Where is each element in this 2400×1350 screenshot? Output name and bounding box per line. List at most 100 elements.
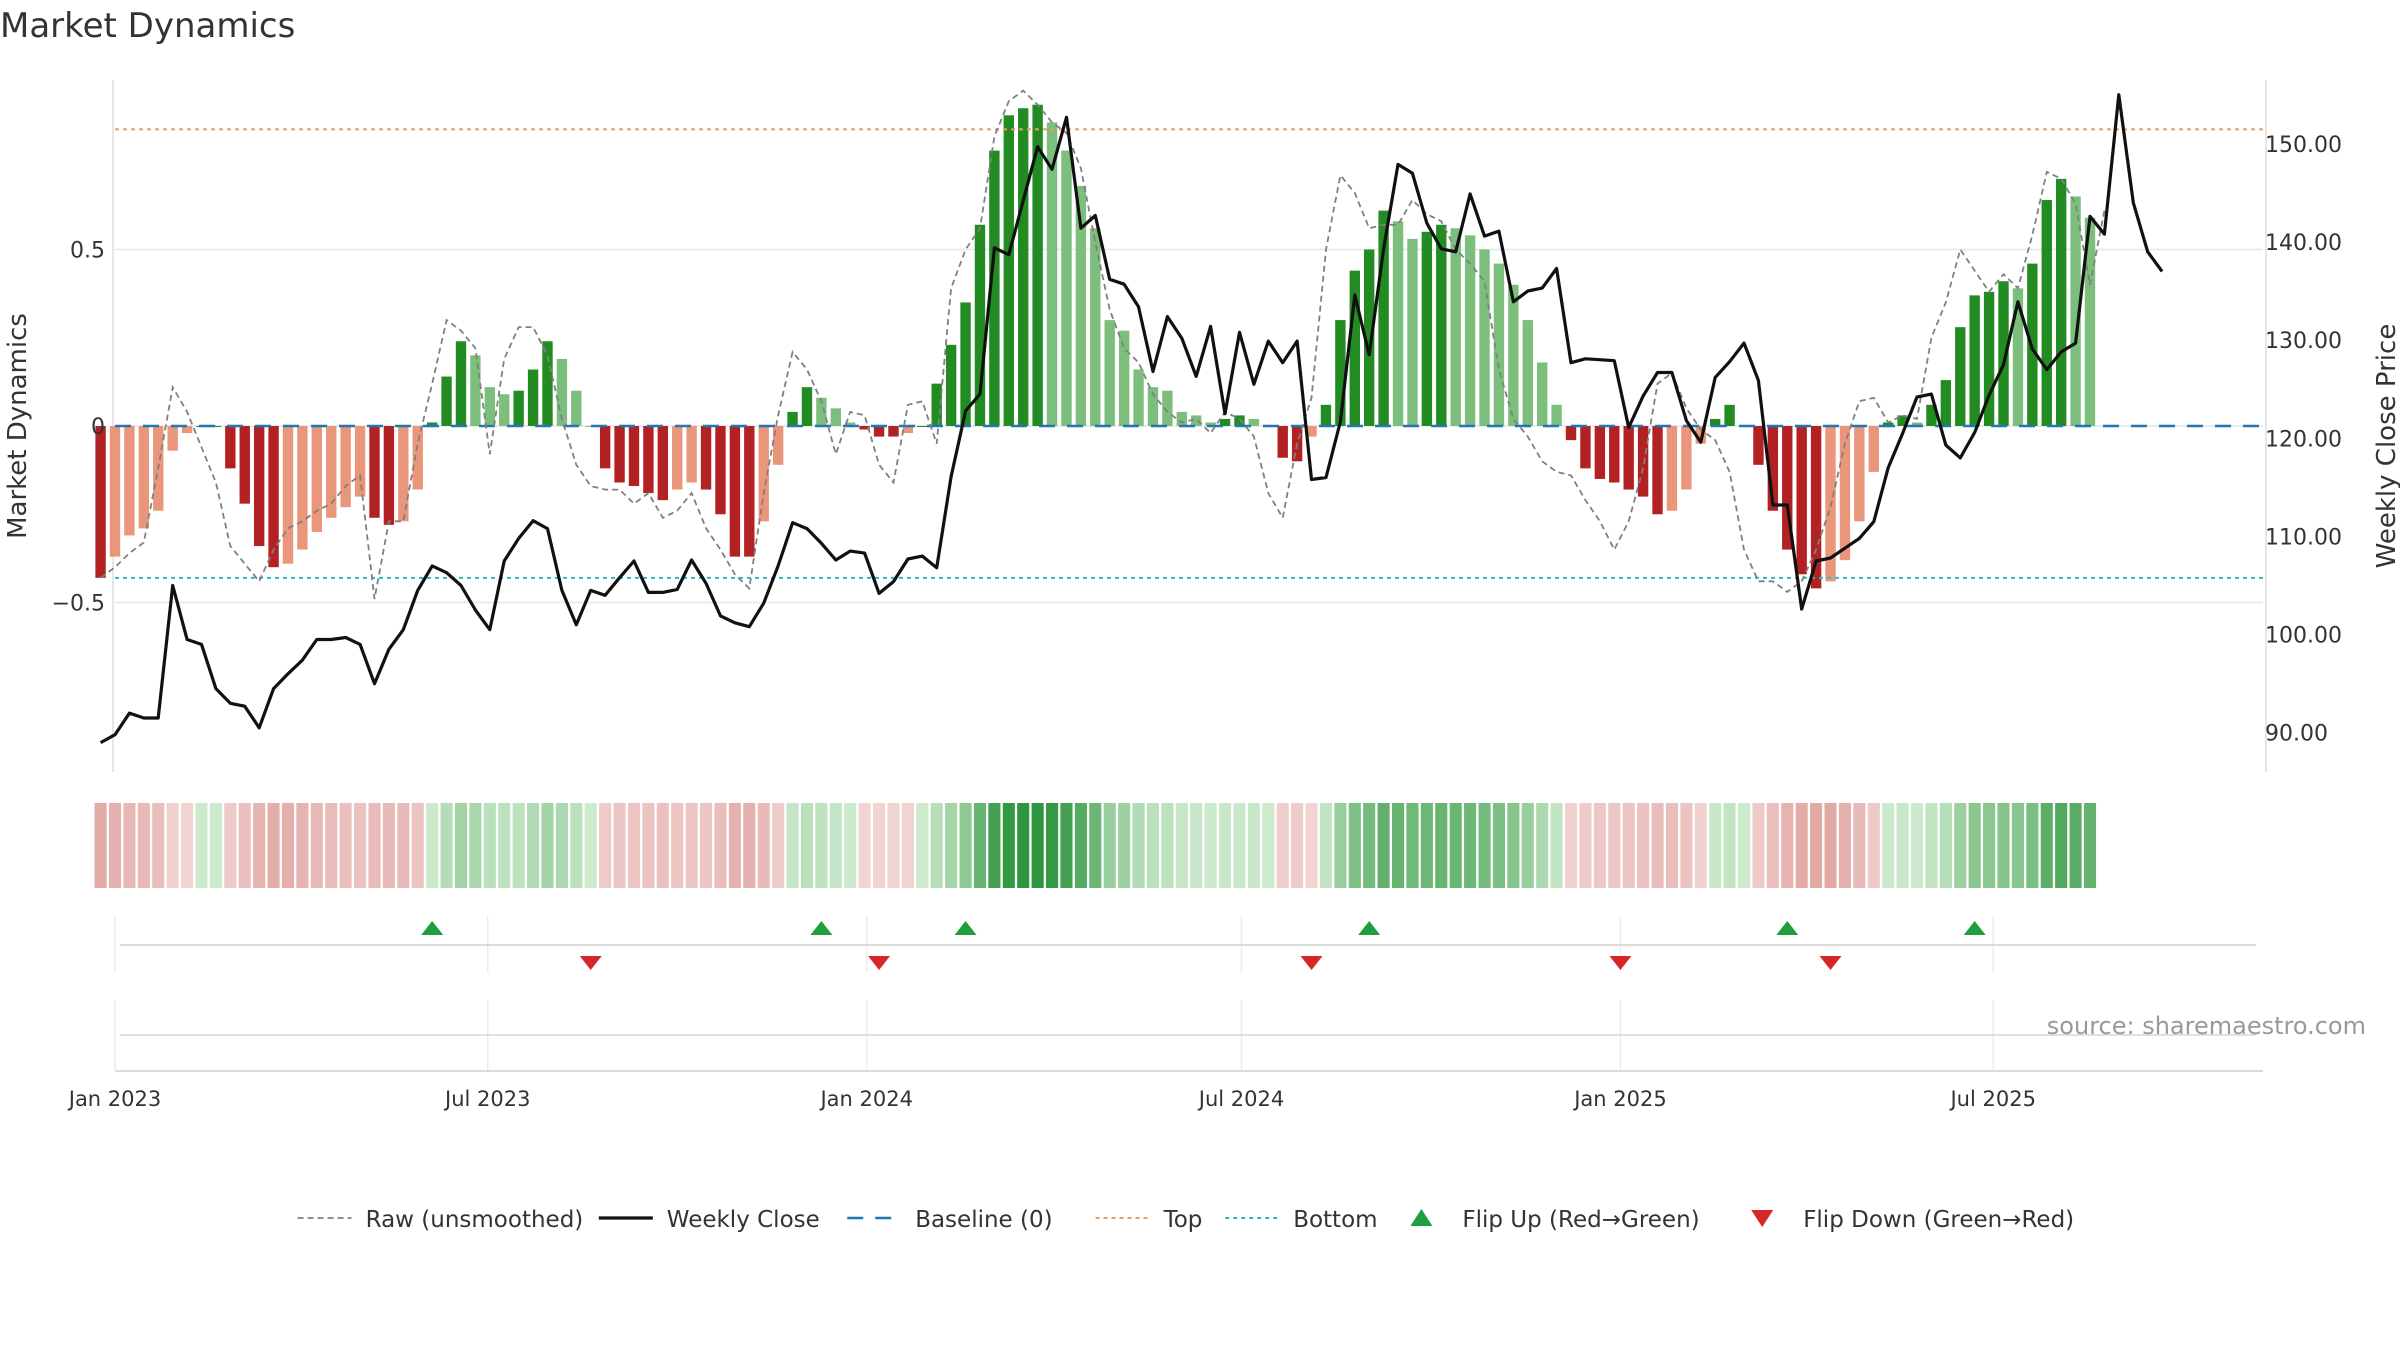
dynamics-bar [830, 408, 841, 426]
dynamics-bar [1306, 426, 1317, 437]
heat-cell [1810, 803, 1823, 888]
heat-cell [1954, 803, 1967, 888]
heat-cell [1291, 803, 1304, 888]
dynamics-bar [2084, 217, 2096, 426]
dynamics-bar [1637, 426, 1649, 497]
dynamics-bar [1090, 228, 1101, 426]
heat-cell [1925, 803, 1938, 888]
heat-cell [1276, 803, 1289, 888]
flip-down-marker [868, 956, 891, 970]
heat-cell [1161, 803, 1174, 888]
heat-cell [382, 803, 395, 888]
heat-cell [1391, 803, 1405, 888]
heat-cell [1752, 803, 1765, 888]
dynamics-bar [1594, 426, 1606, 479]
heat-cell [800, 803, 814, 888]
heat-cell [1103, 803, 1116, 888]
dynamics-bar [1176, 411, 1187, 426]
legend-label: Top [1163, 1207, 1203, 1233]
dynamics-bar [1205, 422, 1216, 426]
heat-cell [627, 803, 641, 888]
dynamics-bar [729, 426, 741, 557]
heat-cell [166, 803, 179, 888]
dynamics-bar [1018, 108, 1029, 426]
legend-flip-up-swatch [1410, 1209, 1433, 1226]
dynamics-bar [1378, 210, 1389, 426]
heat-cell [1435, 803, 1448, 888]
dynamics-bar [801, 387, 813, 426]
dynamics-bar [1868, 426, 1879, 472]
heat-cell [671, 803, 684, 888]
dynamics-bar [657, 426, 669, 501]
dynamics-bar [297, 426, 308, 550]
dynamics-bar [628, 426, 640, 487]
dynamics-bar [210, 426, 222, 427]
heat-cell [1118, 803, 1131, 888]
heat-cell [714, 803, 727, 888]
dynamics-bar [1522, 320, 1533, 426]
heat-cell [988, 803, 1001, 888]
dynamics-bar [340, 426, 351, 508]
y-axis-label: Market Dynamics [3, 313, 33, 539]
x-tick-label: Jan 2025 [1572, 1087, 1667, 1111]
dynamics-bar [1118, 330, 1130, 426]
dynamics-bar [1191, 415, 1202, 426]
heat-cell [700, 803, 713, 888]
heat-cell [945, 803, 958, 888]
dynamics-bar [1854, 426, 1865, 522]
heat-cell [1449, 803, 1462, 888]
dynamics-bar [1335, 320, 1346, 426]
dynamics-bar [138, 426, 150, 529]
x-tick-label: Jul 2023 [443, 1087, 530, 1111]
x-tick-label: Jan 2023 [67, 1087, 162, 1111]
heat-cell [1608, 803, 1621, 888]
heat-cell [1550, 803, 1563, 888]
dynamics-bar [1753, 426, 1764, 465]
heat-cell [1694, 803, 1707, 888]
dynamics-bar [1926, 404, 1937, 426]
heat-cell [1593, 803, 1606, 888]
heat-cell [2011, 803, 2024, 888]
heat-cell [137, 803, 150, 888]
heat-cell [2083, 803, 2097, 888]
heat-cell [1824, 803, 1837, 888]
heat-cell [1968, 803, 1981, 888]
heat-cell [1853, 803, 1866, 888]
heat-cell [123, 803, 136, 888]
heat-cell [1781, 803, 1794, 888]
heat-cell [1247, 803, 1260, 888]
dynamics-bar [989, 150, 1000, 426]
heat-cell [901, 803, 914, 888]
dynamics-bar [1709, 418, 1721, 426]
legend-label: Raw (unsmoothed) [366, 1207, 584, 1233]
dynamics-bar [1580, 426, 1591, 469]
heat-cell [1002, 803, 1015, 888]
dynamics-bar [974, 224, 986, 426]
heat-cell [411, 803, 424, 888]
dynamics-bar [1652, 426, 1663, 515]
heat-cell [267, 803, 280, 888]
legend-label: Bottom [1293, 1207, 1377, 1233]
dynamics-bar [109, 426, 121, 557]
heat-cell [527, 803, 540, 888]
heat-cell [829, 803, 842, 888]
heat-cell [1795, 803, 1808, 888]
chart-title: Market Dynamics [0, 6, 296, 46]
heat-cell [2055, 803, 2068, 888]
heat-cell [1709, 803, 1722, 888]
heat-cell [1766, 803, 1779, 888]
heat-cell [253, 803, 266, 888]
heat-cell [1507, 803, 1520, 888]
dynamics-bar [1839, 426, 1851, 561]
dynamics-bar [1407, 238, 1418, 426]
dynamics-bar [902, 426, 914, 434]
heat-cell [786, 803, 799, 888]
heat-cell [296, 803, 309, 888]
legend-item-raw: Raw (unsmoothed) [297, 1207, 584, 1233]
dynamics-bar [1248, 418, 1260, 426]
dynamics-bar [181, 426, 193, 434]
dynamics-bar [369, 426, 380, 518]
dynamics-bar [1364, 249, 1375, 426]
dynamics-bar [1277, 426, 1288, 458]
heat-cell [772, 803, 785, 888]
